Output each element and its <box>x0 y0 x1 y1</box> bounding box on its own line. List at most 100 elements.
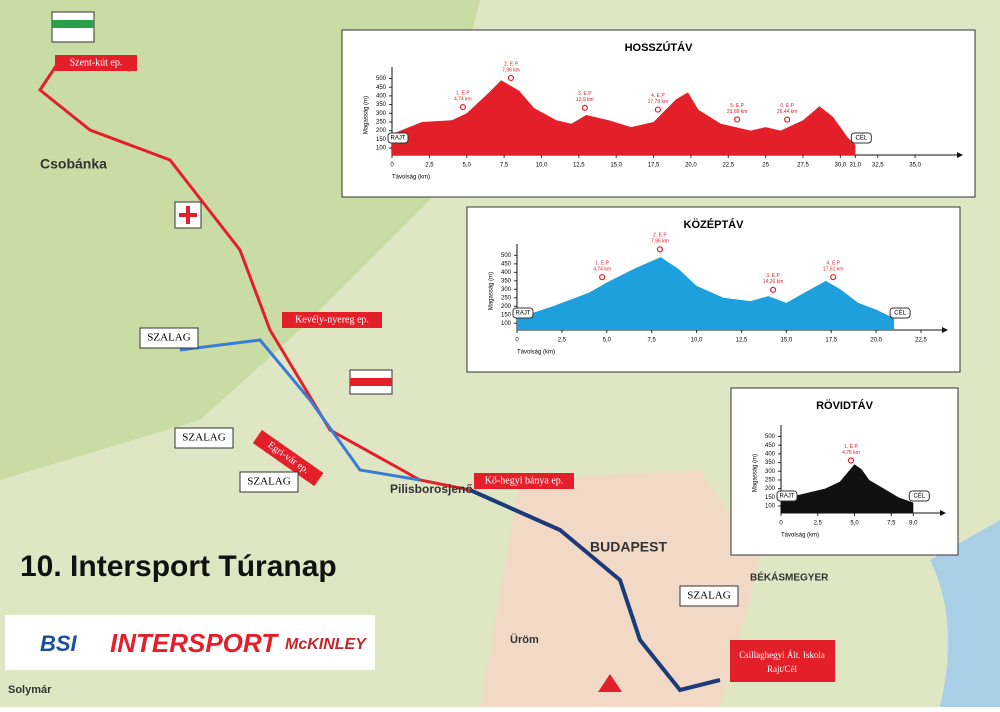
x-tick-label: 32,5 <box>872 163 884 169</box>
checkpoint-name: 1. E.P <box>844 444 858 450</box>
checkpoint-km: 14,26 km <box>763 279 784 285</box>
place-name: Csobánka <box>40 156 107 172</box>
end-box <box>908 490 930 502</box>
y-tick-label: 200 <box>376 128 387 134</box>
checkpoint-pin <box>734 116 741 123</box>
elevation-area <box>781 464 914 513</box>
short-route <box>469 488 721 693</box>
callout: Kő-hegyi bánya ep. <box>474 473 574 489</box>
x-tick-label: 17,5 <box>648 163 660 169</box>
checkpoint-km: 26,44 km <box>777 109 798 115</box>
x-tick-label: 20,0 <box>870 338 882 344</box>
checkpoint-name: 3. E.P <box>578 91 592 97</box>
x-tick-label: 12,5 <box>573 163 585 169</box>
axis-arrow <box>940 510 946 516</box>
callout-label: Kevély-nyereg ep. <box>295 314 369 325</box>
end-box <box>850 132 872 144</box>
y-tick-label: 350 <box>376 102 387 108</box>
y-tick-label: 300 <box>501 287 512 293</box>
x-tick-label: 22,5 <box>722 163 734 169</box>
y-tick-label: 400 <box>501 270 512 276</box>
callout-label: Kő-hegyi bánya ep. <box>485 475 564 486</box>
y-tick-label: 100 <box>501 321 512 327</box>
checkpoint-pin <box>769 286 777 293</box>
y-tick-label: 500 <box>765 434 776 440</box>
start-box <box>776 490 798 502</box>
elevation-area <box>392 80 856 155</box>
place-name: Üröm <box>510 633 539 646</box>
y-tick-label: 300 <box>765 469 776 475</box>
x-tick-label: 5,0 <box>603 338 612 344</box>
red-cross <box>179 206 197 224</box>
y-axis-label: Magasság (m) <box>489 272 495 310</box>
x-tick-label: 22,5 <box>915 338 927 344</box>
place-name: BÉKÁSMEGYER <box>750 571 829 584</box>
x-tick-label: 5,0 <box>850 521 859 527</box>
x-tick-label: 15,0 <box>781 338 793 344</box>
checkpoint-pin <box>656 246 664 253</box>
x-tick-label: 0 <box>779 521 783 527</box>
x-axis-label: Távolság (km) <box>517 350 555 356</box>
x-tick-label: 0 <box>390 163 394 169</box>
y-tick-label: 400 <box>376 93 387 99</box>
axis-arrow <box>957 152 963 158</box>
callout-box <box>55 55 137 71</box>
callout-box <box>282 312 382 328</box>
y-tick-label: 100 <box>765 504 776 510</box>
y-tick-label: 200 <box>765 486 776 492</box>
ribbon-box <box>239 471 299 493</box>
callout-box <box>474 473 574 489</box>
x-tick-label: 2,5 <box>425 163 434 169</box>
y-tick-label: 350 <box>501 278 512 284</box>
callout-box <box>252 430 324 487</box>
checkpoint-pin <box>847 457 855 464</box>
marker-stripe <box>52 20 94 28</box>
checkpoint-km: 17,79 km <box>648 99 669 105</box>
finish-box <box>730 640 835 682</box>
y-tick-label: 350 <box>765 460 776 466</box>
y-tick-label: 450 <box>765 443 776 449</box>
y-tick-label: 450 <box>376 85 387 91</box>
logo: BSI <box>40 631 78 656</box>
checkpoint-pin <box>830 274 837 281</box>
start-label: RAJT <box>516 311 531 317</box>
y-tick-label: 100 <box>376 146 387 152</box>
callout: Szent-kút ep. <box>55 55 137 71</box>
mid-route <box>179 338 421 482</box>
y-tick-label: 150 <box>501 312 512 318</box>
checkpoint-km: 23,09 km <box>727 109 748 115</box>
logo-bar <box>5 615 375 670</box>
checkpoint-km: 12,9 km <box>576 97 594 103</box>
checkpoint-pin <box>459 103 466 111</box>
ribbon-box <box>174 427 234 449</box>
y-tick-label: 250 <box>501 295 512 301</box>
chart-title: HOSSZÚTÁV <box>625 41 694 54</box>
checkpoint-name: 1. E.P <box>456 90 470 96</box>
x-tick-label: 30,0 <box>835 163 847 169</box>
long-route <box>37 58 471 492</box>
checkpoint-name: 1. E.P <box>595 260 609 266</box>
elevation-area <box>517 257 895 330</box>
ribbon-box <box>679 585 739 607</box>
x-tick-label: 7,5 <box>500 163 509 169</box>
x-tick-label: 20,0 <box>685 163 697 169</box>
ribbon-label: SZALAG <box>247 476 290 488</box>
x-axis-label: Távolság (km) <box>781 533 819 539</box>
x-tick-label: 25 <box>762 163 769 169</box>
x-tick-label: 10,0 <box>691 338 703 344</box>
end-box <box>889 307 911 319</box>
logo: McKINLEY <box>285 636 367 653</box>
checkpoint-km: 4,76 km <box>842 450 860 456</box>
checkpoint-pin <box>507 74 515 82</box>
x-tick-label: 12,5 <box>736 338 748 344</box>
x-tick-label: 15,0 <box>610 163 622 169</box>
checkpoint-km: 4,74 km <box>593 266 611 272</box>
chart-title: RÖVIDTÁV <box>816 399 874 412</box>
checkpoint-km: 4,74 km <box>454 96 472 102</box>
chart-panel <box>341 29 976 198</box>
x-axis-label: Távolság (km) <box>392 175 430 181</box>
marker-stripe <box>350 378 392 386</box>
checkpoint-name: 4. E.P <box>651 93 665 99</box>
checkpoint-name: 4. E.P <box>826 260 840 266</box>
